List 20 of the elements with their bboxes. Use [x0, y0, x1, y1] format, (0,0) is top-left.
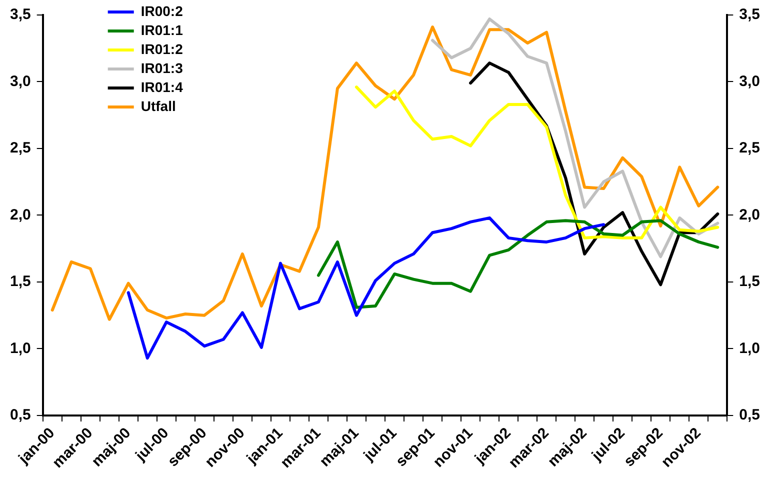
legend-label: IR00:2: [140, 2, 184, 19]
y2-tick-label: 2,5: [739, 140, 760, 157]
y2-tick-label: 2,0: [739, 206, 760, 224]
y-tick-label: 3,0: [10, 72, 31, 90]
y-tick-label: 3,5: [10, 6, 31, 24]
y2-tick-label: 3,0: [739, 72, 760, 90]
y2-tick-label: 0,5: [739, 406, 760, 424]
y2-tick-label: 3,5: [739, 6, 760, 24]
legend-label: IR01:4: [140, 78, 184, 95]
y2-tick-label: 1,5: [739, 273, 760, 290]
legend-label: IR01:2: [140, 40, 184, 57]
y-tick-label: 1,0: [10, 340, 31, 357]
y-tick-label: 0,5: [10, 406, 31, 424]
y-tick-label: 2,5: [10, 140, 31, 157]
legend-label: IR01:3: [140, 60, 184, 76]
legend-label: IR01:1: [140, 22, 184, 38]
y-tick-label: 2,0: [10, 206, 31, 224]
y2-tick-label: 1,0: [739, 340, 760, 357]
legend-label: Utfall: [140, 98, 176, 114]
y-tick-label: 1,5: [10, 273, 31, 290]
